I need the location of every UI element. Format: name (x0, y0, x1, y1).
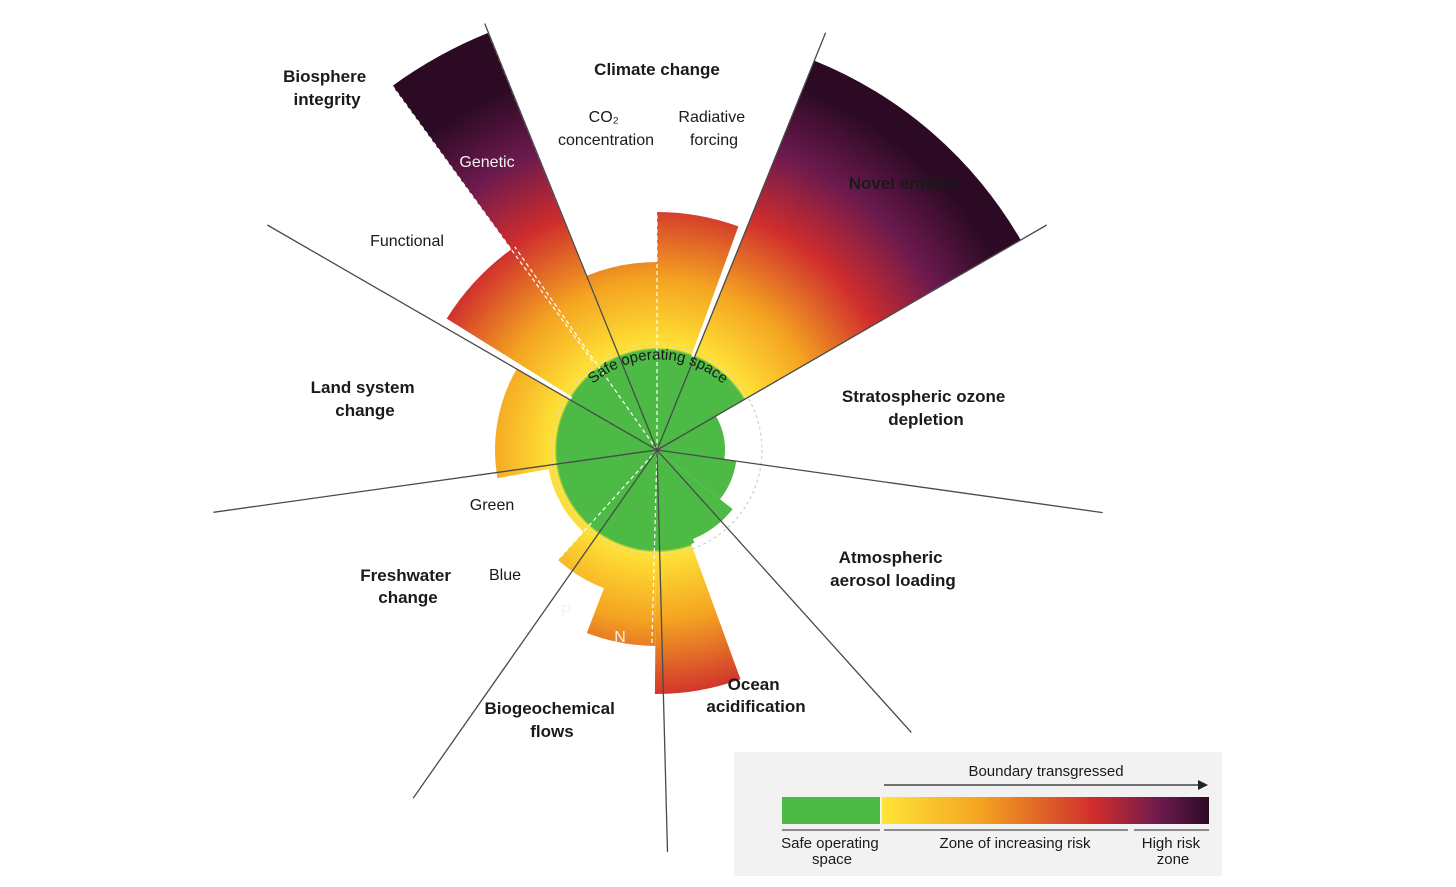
wedge-ocean (657, 450, 733, 546)
label-functional: Functional (370, 233, 444, 250)
divider-biogeochemical (650, 449, 658, 694)
label-atmospheric-aerosol: Atmospheric aerosol loading (830, 548, 956, 590)
legend-high-label: High risk zone (1142, 835, 1205, 868)
spoke-1 (656, 32, 827, 451)
label-biogeochemical-flows: Biogeochemical flows (484, 699, 619, 741)
spoke-6 (412, 449, 658, 799)
legend-arrow-head (1198, 780, 1208, 790)
divider-freshwater (557, 449, 658, 561)
sector-spokes (213, 23, 1103, 852)
divider-genetic-edge-0 (392, 85, 593, 362)
label-radiative-forcing: Radiative forcing (678, 109, 749, 149)
label-biosphere-integrity: Biosphere integrity (283, 67, 371, 109)
wedge-aerosol (657, 450, 737, 500)
legend-risk-swatch (882, 797, 1209, 824)
legend-safe-label: Safe operating space (781, 835, 883, 868)
spoke-5 (656, 449, 669, 852)
label-genetic: Genetic (459, 154, 514, 171)
spoke-2 (656, 224, 1048, 451)
label-p: P (561, 603, 572, 620)
spoke-0 (484, 23, 658, 451)
wedge-genetic (392, 32, 657, 451)
label-climate-change: Climate change (594, 60, 720, 79)
divider-biosphere (514, 246, 658, 451)
wedge-ozone (657, 416, 725, 460)
legend-title: Boundary transgressed (968, 763, 1123, 780)
label-n: N (614, 629, 626, 646)
label-green: Green (470, 497, 514, 514)
spoke-8 (266, 224, 658, 451)
label-stratospheric-ozone: Stratospheric ozone depletion (842, 387, 1010, 429)
label-freshwater-change: Freshwater change (360, 566, 455, 607)
wedge-novel-entities (657, 60, 1021, 450)
legend-increasing-label: Zone of increasing risk (940, 835, 1091, 852)
spoke-4 (656, 449, 912, 733)
label-ocean-acidification: Ocean acidification (706, 675, 805, 716)
legend-safe-swatch (782, 797, 880, 824)
label-novel-entities: Novel entities (849, 174, 960, 193)
legend: Boundary transgressed Safe operating spa… (734, 752, 1222, 876)
spoke-7 (213, 449, 658, 513)
label-land-system-change: Land system change (311, 378, 420, 420)
spoke-3 (656, 449, 1103, 514)
label-blue: Blue (489, 567, 521, 584)
label-co2-concentration: CO₂ concentration (558, 109, 654, 149)
